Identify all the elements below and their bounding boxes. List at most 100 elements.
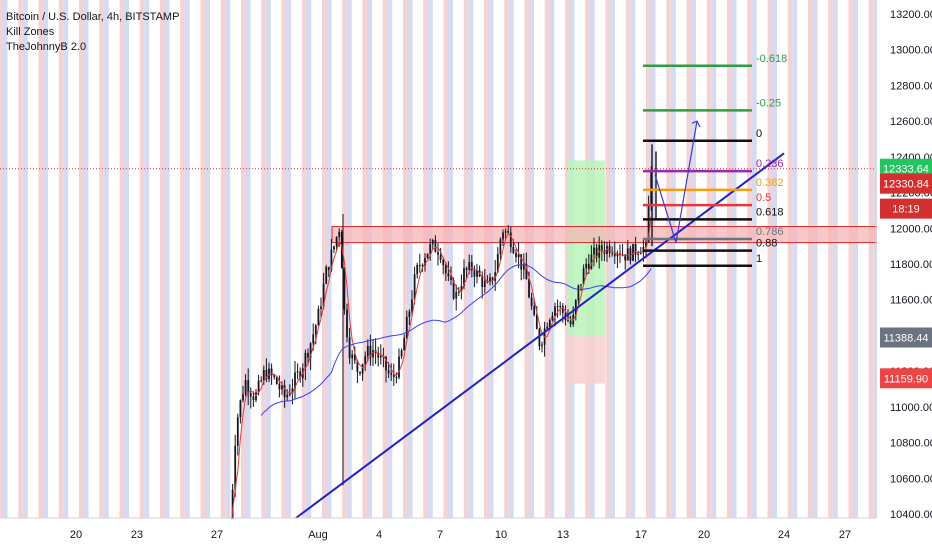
candle-body (585, 263, 588, 269)
candle-body (465, 268, 468, 270)
kill-zone-stripe (731, 0, 737, 518)
candle-body (613, 253, 616, 257)
candle-body (535, 314, 538, 330)
candle-body (424, 257, 426, 266)
candle-body (421, 265, 424, 267)
candle-body (624, 254, 627, 261)
kill-zone-stripe (691, 0, 696, 518)
candle-body (387, 370, 390, 374)
kill-zone-stripe (362, 0, 367, 518)
kill-zone-stripe (346, 0, 352, 518)
kill-zone-stripe (83, 0, 89, 518)
kill-zones-layer (0, 0, 879, 518)
kill-zone-stripe (508, 0, 514, 518)
symbol-title[interactable]: Bitcoin / U.S. Dollar, 4h, BITSTAMP (6, 11, 180, 23)
price-badge-label: 12330.84 (883, 179, 929, 191)
kill-zone-stripe (832, 0, 838, 518)
candle-body (546, 326, 549, 329)
candle-body (278, 384, 281, 390)
fib-level-label: 0.382 (756, 177, 784, 189)
fib-level-label: 0.236 (756, 158, 784, 170)
candle-body (392, 374, 395, 377)
candle-body (530, 297, 533, 307)
candle-body (533, 306, 536, 315)
kill-zone-stripe (261, 0, 266, 518)
indicator-thejohnnyb[interactable]: TheJohnnyB 2.0 (6, 41, 87, 53)
candle-body (236, 417, 239, 446)
resistance-zone (331, 226, 883, 244)
kill-zone-stripe (670, 0, 676, 518)
kill-zone-stripe (99, 0, 104, 518)
candle-body (483, 280, 486, 287)
candle-body (496, 253, 499, 273)
y-tick-label: 13200.00 (890, 9, 932, 21)
candle-body (268, 368, 270, 380)
kill-zone-stripe (200, 0, 205, 518)
price-badge-label: 11388.44 (883, 332, 928, 344)
kill-zone-stripe (646, 0, 651, 518)
candle-body (356, 360, 359, 373)
candle-body (288, 393, 291, 395)
x-tick-label: 4 (376, 529, 382, 541)
fib-level-label: 0 (756, 128, 762, 140)
candle-body (234, 445, 237, 490)
x-axis-background (0, 519, 932, 550)
candle-body (330, 249, 333, 271)
candle-body (270, 368, 273, 376)
candle-body (434, 240, 437, 253)
candle-body (398, 356, 400, 378)
kill-zone-stripe (706, 0, 712, 518)
candle-body (325, 266, 328, 284)
candle-body (520, 254, 523, 270)
kill-zone-stripe (18, 0, 23, 518)
kill-zone-stripe (2, 0, 8, 518)
candle-body (239, 400, 242, 418)
candle-body (595, 247, 598, 258)
price-badge-label: 18:19 (892, 204, 920, 216)
candle-body (587, 263, 590, 269)
x-tick-label: 23 (131, 529, 143, 541)
candle-body (320, 306, 322, 309)
y-tick-label: 12000.00 (890, 223, 932, 235)
x-tick-label: 27 (211, 529, 223, 541)
x-tick-label: 20 (698, 529, 710, 541)
candle-body (286, 394, 289, 398)
candle-body (309, 343, 312, 358)
indicator-kill-zones[interactable]: Kill Zones (6, 26, 55, 38)
kill-zone-stripe (58, 0, 64, 518)
kill-zone-stripe (220, 0, 226, 518)
kill-zone-stripe (828, 0, 833, 518)
kill-zone-stripe (853, 0, 858, 518)
y-tick-label: 10800.00 (890, 438, 932, 450)
kill-zone-stripe (751, 0, 757, 518)
candle-body (348, 337, 351, 359)
candle-body (491, 277, 494, 281)
candle-body (353, 354, 356, 361)
y-tick-label: 10600.00 (890, 473, 932, 485)
kill-zone-stripe (468, 0, 474, 518)
kill-zone-stripe (205, 0, 210, 518)
candle-body (509, 232, 512, 248)
candle-body (611, 252, 614, 254)
candle-body (580, 284, 582, 286)
x-tick-label: 20 (70, 529, 82, 541)
ascending-trendline (295, 152, 785, 519)
candle-body (525, 263, 528, 280)
candle-body (408, 311, 411, 317)
fib-level-label: 0.618 (756, 206, 784, 218)
candle-body (538, 329, 541, 347)
kill-zone-stripe (443, 0, 448, 518)
candle-body (322, 283, 325, 307)
candle-body (275, 376, 278, 385)
fib-level-label: 0.88 (756, 238, 777, 250)
kill-zone-stripe (164, 0, 170, 518)
candle-body (304, 352, 307, 369)
kill-zone-stripe (225, 0, 231, 518)
candle-body (559, 306, 562, 308)
price-badge (880, 173, 932, 194)
kill-zone-stripe (241, 0, 246, 518)
candle-body (507, 231, 510, 233)
candle-body (463, 268, 465, 286)
kill-zone-stripe (63, 0, 69, 518)
